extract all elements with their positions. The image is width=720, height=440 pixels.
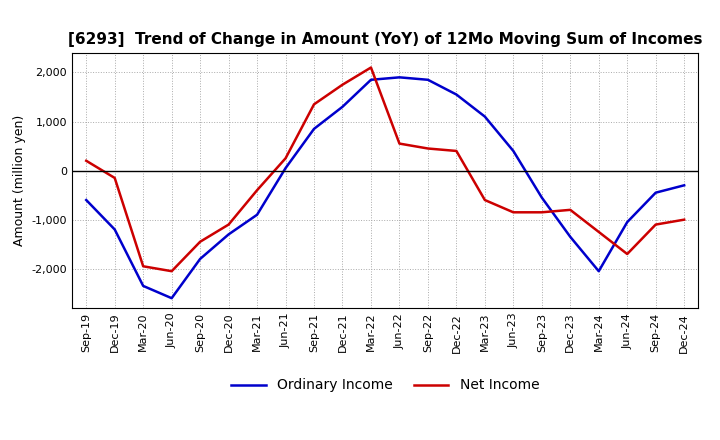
Net Income (509, 210, 518, 215)
Ordinary Income (110, 227, 119, 232)
Net Income (423, 146, 432, 151)
Ordinary Income (509, 148, 518, 154)
Ordinary Income (680, 183, 688, 188)
Line: Net Income: Net Income (86, 67, 684, 271)
Net Income (196, 239, 204, 244)
Net Income (623, 251, 631, 257)
Net Income (595, 229, 603, 235)
Ordinary Income (623, 220, 631, 225)
Line: Ordinary Income: Ordinary Income (86, 77, 684, 298)
Net Income (680, 217, 688, 222)
Net Income (395, 141, 404, 146)
Net Income (566, 207, 575, 213)
Ordinary Income (537, 195, 546, 200)
Net Income (338, 82, 347, 87)
Net Income (310, 102, 318, 107)
Ordinary Income (253, 212, 261, 217)
Ordinary Income (452, 92, 461, 97)
Ordinary Income (82, 198, 91, 203)
Ordinary Income (366, 77, 375, 82)
Ordinary Income (167, 296, 176, 301)
Title: [6293]  Trend of Change in Amount (YoY) of 12Mo Moving Sum of Incomes: [6293] Trend of Change in Amount (YoY) o… (68, 33, 703, 48)
Ordinary Income (595, 268, 603, 274)
Ordinary Income (652, 190, 660, 195)
Net Income (652, 222, 660, 227)
Net Income (452, 148, 461, 154)
Legend: Ordinary Income, Net Income: Ordinary Income, Net Income (225, 373, 545, 398)
Net Income (253, 187, 261, 193)
Ordinary Income (310, 126, 318, 132)
Ordinary Income (423, 77, 432, 82)
Ordinary Income (480, 114, 489, 119)
Ordinary Income (395, 75, 404, 80)
Ordinary Income (338, 104, 347, 110)
Y-axis label: Amount (million yen): Amount (million yen) (13, 115, 26, 246)
Ordinary Income (225, 232, 233, 237)
Net Income (139, 264, 148, 269)
Ordinary Income (282, 165, 290, 171)
Net Income (167, 268, 176, 274)
Net Income (110, 175, 119, 180)
Ordinary Income (566, 234, 575, 239)
Net Income (282, 156, 290, 161)
Net Income (82, 158, 91, 163)
Net Income (537, 210, 546, 215)
Ordinary Income (139, 283, 148, 289)
Net Income (480, 198, 489, 203)
Ordinary Income (196, 256, 204, 261)
Net Income (366, 65, 375, 70)
Net Income (225, 222, 233, 227)
